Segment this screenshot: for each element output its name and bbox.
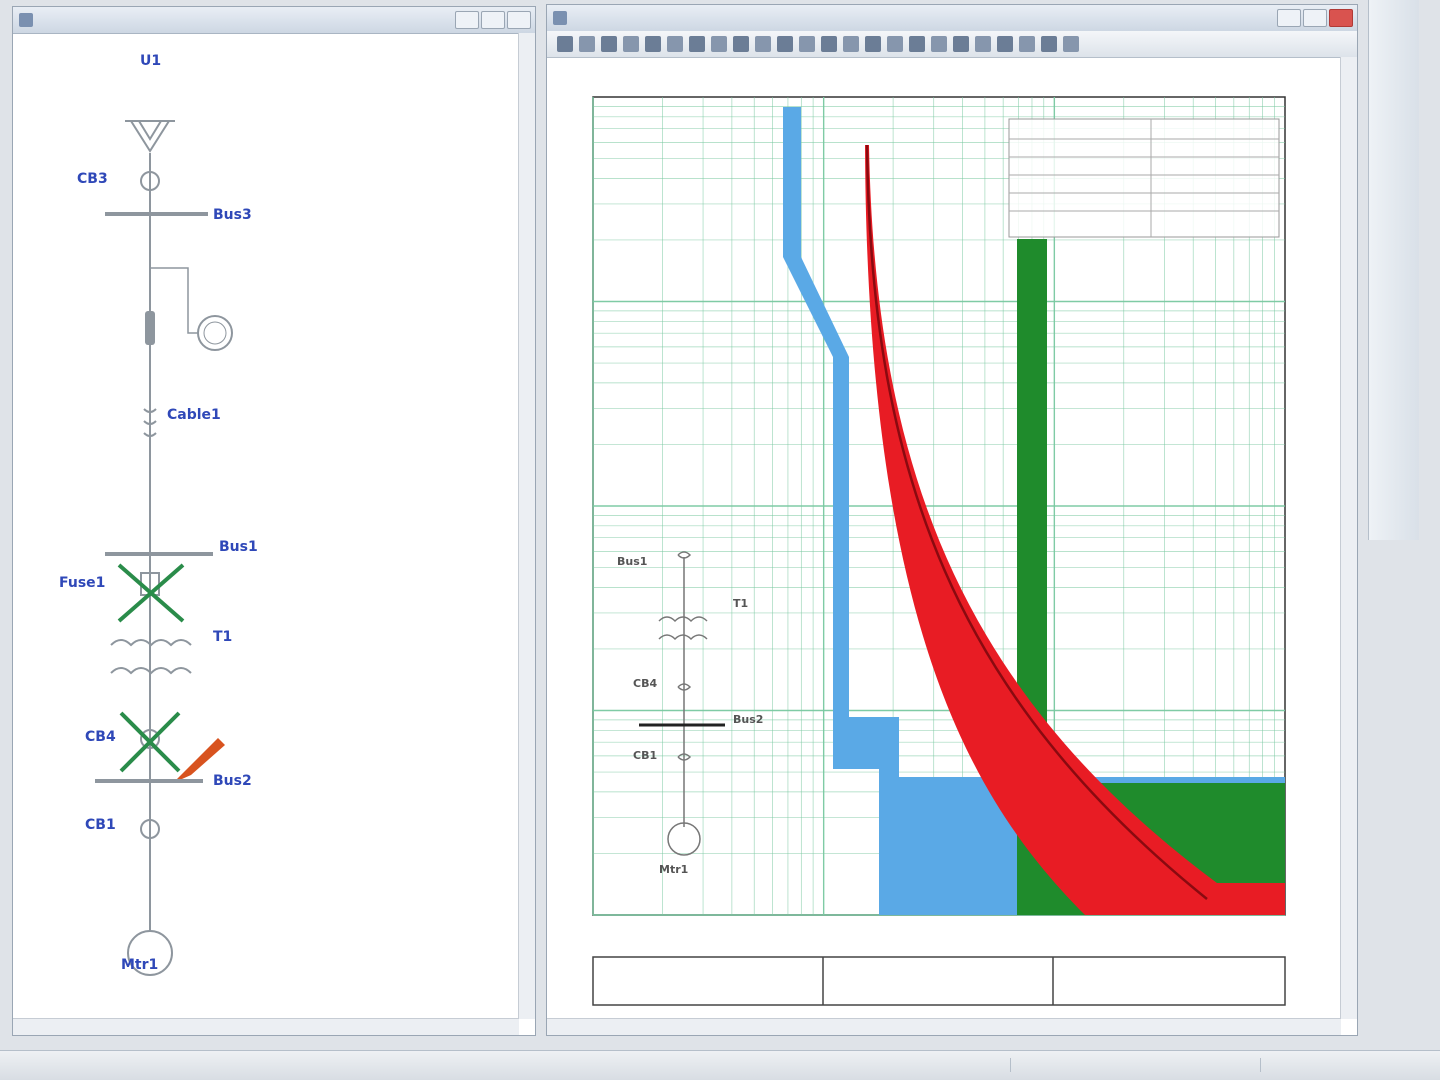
plot-mini-one-line: Bus1 T1 CB4 Bus2 CB1 Mtr1 [617,551,763,876]
warning-icon[interactable] [1383,350,1407,374]
status-bar [0,1050,1440,1080]
toolbar-tool-icon[interactable] [579,36,595,52]
tcc-horizontal-scrollbar[interactable] [547,1018,1341,1035]
utility-source[interactable]: U1 [125,53,175,153]
toolbar-tool-icon[interactable] [975,36,991,52]
status-divider [1260,1058,1261,1072]
tcc-toolbar [547,31,1357,58]
fuse-fuse1[interactable]: Fuse1 [59,563,185,623]
one-line-diagram-window[interactable]: U1 CB3 Bus3 Cable1 Bus1 [12,6,536,1036]
tcc-curve-fuse1[interactable] [865,144,1285,915]
toolbar-tool-icon[interactable] [755,36,771,52]
toolbar-tool-icon[interactable] [777,36,793,52]
toolbar-tool-icon[interactable] [667,36,683,52]
lamp-icon[interactable] [1383,398,1407,422]
toolbar-tool-icon[interactable] [689,36,705,52]
cb4-label: CB4 [85,729,116,745]
globe-icon[interactable] [1383,62,1407,86]
mini-bus2-label: Bus2 [733,713,763,726]
breaker-cb4[interactable]: CB4 [85,711,225,783]
zoom-icon[interactable] [1383,494,1407,518]
minimize-button[interactable] [455,11,479,29]
close-button[interactable] [507,11,531,29]
motor-mtr1[interactable]: Mtr1 [121,930,173,976]
close-button[interactable] [1329,9,1353,27]
bus-bus3[interactable]: Bus3 [105,207,252,223]
protective-device-icon[interactable] [1383,110,1407,134]
toolbar-tool-icon[interactable] [865,36,881,52]
toolbar-tool-icon[interactable] [1019,36,1035,52]
tcc-plot-canvas[interactable]: Bus1 T1 CB4 Bus2 CB1 Mtr1 [547,57,1341,1019]
maximize-button[interactable] [481,11,505,29]
cb3-label: CB3 [77,171,108,187]
bus1-label: Bus1 [219,539,258,555]
toolbar-tool-icon[interactable] [997,36,1013,52]
toolbar-tool-icon[interactable] [887,36,903,52]
one-line-horizontal-scrollbar[interactable] [13,1018,519,1035]
cable-cable1[interactable]: Cable1 [143,267,233,437]
window-icon [19,13,33,27]
tcc-titlebar[interactable] [547,5,1357,32]
toolbar-tool-icon[interactable] [799,36,815,52]
minimize-button[interactable] [1277,9,1301,27]
tcc-plot-window[interactable]: Bus1 T1 CB4 Bus2 CB1 Mtr1 [546,4,1358,1036]
mini-cb1-label: CB1 [633,749,657,762]
toolbar-tool-icon[interactable] [909,36,925,52]
toolbar-tool-icon[interactable] [1063,36,1079,52]
toolbar-tool-icon[interactable] [623,36,639,52]
breaker-cb1[interactable]: CB1 [85,817,160,839]
mini-mtr1-label: Mtr1 [659,863,688,876]
tool-palette [1368,0,1419,540]
toolbar-tool-icon[interactable] [601,36,617,52]
utility-label: U1 [140,53,161,69]
select-icon[interactable] [1383,14,1407,38]
toolbar-tool-icon[interactable] [733,36,749,52]
toolbar-tool-icon[interactable] [821,36,837,52]
pointer-icon[interactable] [1383,158,1407,182]
cable1-label: Cable1 [167,407,221,423]
document-icon[interactable] [1383,446,1407,470]
breaker-cb3[interactable]: CB3 [77,171,160,191]
status-divider [1010,1058,1011,1072]
window-icon [553,11,567,25]
cb1-label: CB1 [85,817,116,833]
toolbar-tool-icon[interactable] [711,36,727,52]
transformer-t1[interactable]: T1 [110,629,232,675]
t1-label: T1 [213,629,232,645]
mini-t1-label: T1 [733,597,748,610]
mtr1-label: Mtr1 [121,957,158,973]
one-line-diagram-canvas[interactable]: U1 CB3 Bus3 Cable1 Bus1 [13,33,519,1021]
bus-bus2[interactable]: Bus2 [95,773,252,789]
plot-footer [592,956,1286,1006]
bus3-label: Bus3 [213,207,252,223]
bus2-label: Bus2 [213,773,252,789]
fuse1-label: Fuse1 [59,575,105,591]
monitor-icon[interactable] [1383,302,1407,326]
one-line-vertical-scrollbar[interactable] [518,33,535,1019]
mini-bus1-label: Bus1 [617,555,647,568]
mini-cb4-label: CB4 [633,677,657,690]
toolbar-tool-icon[interactable] [645,36,661,52]
toolbar-tool-icon[interactable] [843,36,859,52]
breaker-icon[interactable] [1383,254,1407,278]
fault-bolt-icon [173,738,225,783]
tcc-vertical-scrollbar[interactable] [1340,57,1357,1019]
toolbar-tool-icon[interactable] [1041,36,1057,52]
relay-icon[interactable] [1383,206,1407,230]
toolbar-tool-icon[interactable] [931,36,947,52]
bus-bus1[interactable]: Bus1 [105,539,258,556]
toolbar-tool-icon[interactable] [557,36,573,52]
maximize-button[interactable] [1303,9,1327,27]
toolbar-tool-icon[interactable] [953,36,969,52]
device-info-table [1008,118,1280,238]
one-line-titlebar[interactable] [13,7,535,34]
